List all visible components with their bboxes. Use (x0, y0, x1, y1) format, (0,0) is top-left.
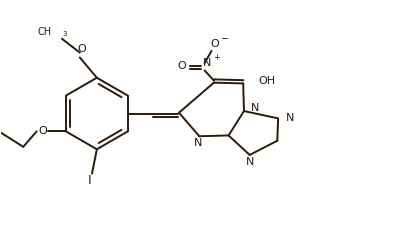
Text: O: O (77, 44, 86, 54)
Text: O: O (38, 126, 47, 136)
Text: N: N (194, 138, 203, 148)
Text: CH: CH (37, 27, 52, 37)
Text: −: − (221, 34, 229, 44)
Text: N: N (246, 157, 254, 167)
Text: N: N (202, 58, 211, 68)
Text: OH: OH (258, 76, 276, 86)
Text: N: N (250, 103, 259, 113)
Text: O: O (178, 61, 187, 71)
Text: I: I (88, 174, 92, 188)
Text: N: N (285, 113, 294, 123)
Text: +: + (213, 53, 220, 62)
Text: 3: 3 (63, 31, 67, 37)
Text: O: O (210, 39, 219, 49)
